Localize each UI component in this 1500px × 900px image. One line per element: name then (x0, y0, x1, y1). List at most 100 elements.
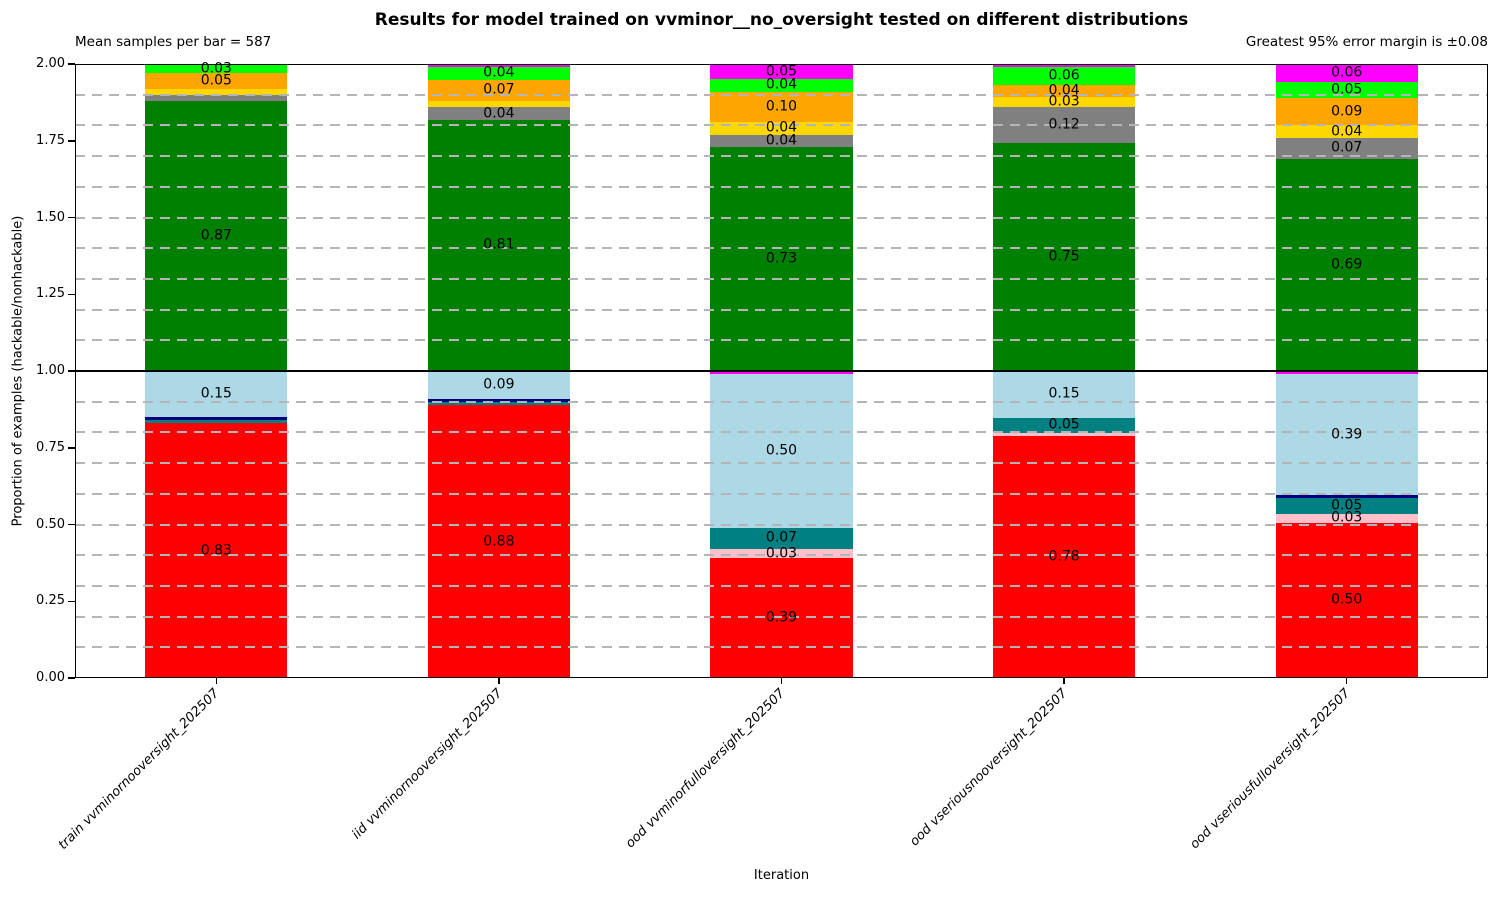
bar-segment-lime (993, 67, 1136, 86)
x-tick-label: train vvminornooversight_202507 (56, 686, 223, 853)
y-tick-label: 0.50 (36, 516, 65, 532)
segment-value-label: 0.05 (200, 72, 232, 89)
bar-segment-gray (145, 95, 288, 102)
y-tick (68, 523, 75, 526)
bar-segment-red (145, 423, 288, 678)
gridline (75, 155, 1488, 158)
bar-segment-teal (1275, 498, 1418, 514)
bar-segment-magenta (710, 64, 853, 80)
segment-value-label: 0.03 (1331, 509, 1363, 526)
y-tick-label: 1.75 (36, 132, 65, 148)
bar (710, 64, 853, 678)
bar (993, 64, 1136, 678)
y-tick (68, 216, 75, 219)
bar-segment-gray (1275, 137, 1418, 160)
bar-segment-lime (145, 64, 288, 74)
gridline (75, 400, 1488, 403)
gridline (75, 492, 1488, 495)
bar-segment-gold (1275, 125, 1418, 138)
gridline (75, 277, 1488, 280)
segment-value-label: 0.05 (1331, 81, 1363, 98)
bar-segment-magenta (427, 64, 570, 68)
bar-segment-darkgreen (710, 146, 853, 371)
segment-value-label: 0.50 (1331, 591, 1363, 608)
y-tick (68, 63, 75, 65)
segment-value-label: 0.83 (200, 542, 232, 559)
segment-value-label: 0.69 (1331, 256, 1363, 273)
segment-value-label: 0.15 (200, 385, 232, 402)
x-tick (1345, 678, 1348, 684)
gridline (75, 93, 1488, 96)
segment-value-label: 0.06 (1331, 64, 1363, 81)
y-tick-label: 0.75 (36, 439, 65, 455)
bar-segment-teal (427, 402, 570, 406)
x-tick (1063, 678, 1065, 684)
x-tick-label: ood vseriousnooversight_202507 (907, 686, 1071, 850)
segment-value-label: 0.10 (765, 98, 798, 115)
segment-value-label: 0.04 (765, 119, 798, 136)
bar-segment-pink (1275, 513, 1418, 523)
gridline (75, 247, 1488, 250)
bar-segment-darkgreen (993, 143, 1136, 371)
bar-segment-gold (145, 88, 288, 96)
segment-value-label: 0.15 (1048, 385, 1080, 402)
bar-segment-lightblue (427, 371, 570, 399)
bar-segment-darkgreen (145, 101, 288, 371)
gridline (75, 462, 1488, 465)
y-tick (68, 447, 75, 449)
segment-value-label: 0.04 (483, 64, 515, 81)
bar-segment-magenta (1275, 64, 1418, 83)
bar-segment-gray (427, 107, 570, 120)
y-tick-label: 1.50 (36, 209, 65, 225)
segment-value-label: 0.87 (200, 227, 232, 244)
bar-segment-navy (145, 417, 288, 421)
segment-value-label: 0.05 (1048, 416, 1080, 433)
y-tick-label: 1.00 (36, 363, 65, 378)
segment-value-label: 0.04 (1331, 123, 1363, 140)
segment-value-label: 0.07 (1331, 139, 1363, 156)
bar-segment-orange (1275, 97, 1418, 126)
segment-value-label: 0.04 (483, 105, 515, 122)
bar-segment-gold (993, 97, 1136, 107)
bar-segment-navy (427, 398, 570, 403)
segment-value-label: 0.04 (765, 76, 798, 93)
gridline (75, 216, 1488, 219)
y-tick (68, 677, 75, 679)
bar-segment-navy (1275, 495, 1418, 499)
bar (427, 64, 570, 678)
x-tick (498, 678, 500, 684)
bar-segment-lime (427, 67, 570, 80)
y-tick-label: 0.00 (36, 670, 65, 685)
bar-segment-lightblue (1275, 374, 1418, 496)
segment-value-label: 0.09 (483, 376, 515, 393)
x-tick (780, 678, 783, 684)
gridline (75, 615, 1488, 618)
segment-value-label: 0.73 (765, 250, 798, 267)
bar-segment-pink (993, 433, 1136, 437)
bar-segment-orange (145, 73, 288, 89)
bar-segment-red (710, 558, 853, 678)
bar-segment-darkgreen (1275, 159, 1418, 371)
bar (145, 64, 288, 678)
bar-segment-lightblue (710, 374, 853, 528)
annotation-error-margin: Greatest 95% error margin is ±0.08 (1245, 34, 1488, 50)
midline-y1 (75, 370, 1488, 372)
plot-area: 0.83 0.15 0.87 0.05 0.03 0.88 0.09 0.81 0.04 0.07… (75, 60, 1488, 678)
segment-value-label: 0.09 (1331, 103, 1363, 120)
chart-title: Results for model trained on vvminor__no… (374, 10, 1189, 30)
segment-value-label: 0.78 (1048, 548, 1080, 565)
y-tick-label: 0.25 (36, 593, 65, 609)
bar-segment-red (427, 405, 570, 678)
gridline (75, 646, 1488, 649)
segment-value-label: 0.06 (1048, 67, 1080, 84)
gridline (75, 124, 1488, 127)
bar-segment-red (993, 436, 1136, 678)
segment-value-label: 0.81 (483, 236, 515, 253)
segment-value-label: 0.07 (765, 529, 798, 546)
segment-value-label: 0.88 (483, 533, 515, 550)
x-tick-label: ood vseriousfulloversight_202507 (1187, 686, 1354, 853)
segment-value-label: 0.75 (1048, 248, 1080, 265)
annotation-mean-samples: Mean samples per bar = 587 (75, 34, 272, 50)
segment-value-label: 0.03 (765, 545, 798, 562)
